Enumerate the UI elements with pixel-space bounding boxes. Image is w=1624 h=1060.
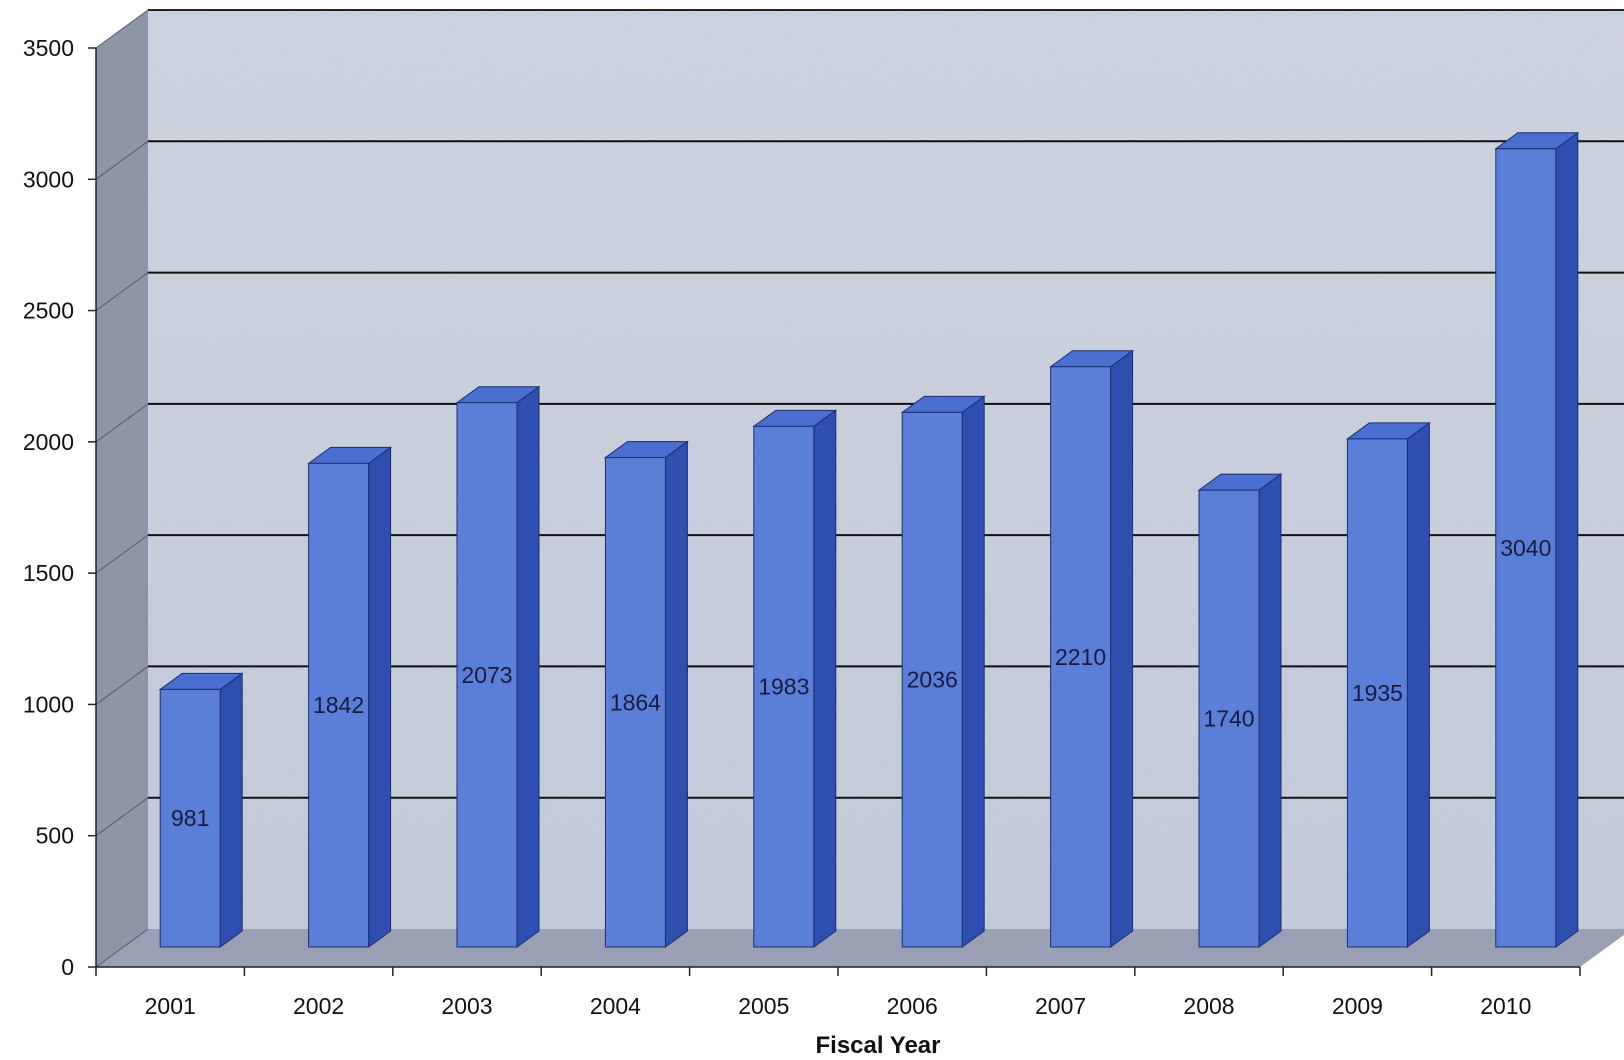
y-tick-label: 2000 bbox=[23, 429, 74, 455]
x-tick-label: 2005 bbox=[738, 993, 789, 1019]
bar-side bbox=[219, 672, 243, 948]
bar-side bbox=[516, 385, 540, 948]
x-tick-label: 2001 bbox=[145, 993, 196, 1019]
bar bbox=[1049, 349, 1135, 948]
x-tick-label: 2008 bbox=[1183, 993, 1234, 1019]
bar bbox=[455, 385, 541, 948]
side-gridline bbox=[95, 140, 149, 180]
bar-side bbox=[664, 440, 688, 948]
side-gridline bbox=[95, 797, 149, 837]
data-label: 1842 bbox=[313, 692, 364, 718]
bar-front bbox=[456, 402, 518, 948]
side-gridline bbox=[95, 534, 149, 574]
x-tick-label: 2003 bbox=[441, 993, 492, 1019]
y-tick-label: 1000 bbox=[23, 691, 74, 717]
y-axis-ticks: 0 500 1000 1500 2000 2500 3000 3500 bbox=[23, 35, 96, 980]
bar-side bbox=[1406, 421, 1430, 948]
y-tick-label: 1500 bbox=[23, 560, 74, 586]
data-label: 2210 bbox=[1055, 644, 1106, 670]
bar bbox=[900, 395, 986, 948]
bar-side bbox=[813, 409, 837, 948]
bar-side bbox=[368, 446, 392, 948]
bar-front bbox=[901, 411, 963, 948]
x-tick-label: 2006 bbox=[887, 993, 938, 1019]
x-tick-label: 2002 bbox=[293, 993, 344, 1019]
bar-front bbox=[1495, 148, 1557, 948]
side-gridline bbox=[95, 272, 149, 311]
bar bbox=[603, 440, 689, 948]
side-gridline bbox=[95, 666, 149, 705]
bar-side bbox=[1110, 349, 1134, 948]
x-tick-label: 2004 bbox=[590, 993, 641, 1019]
data-label: 1864 bbox=[610, 689, 661, 715]
y-tick-label: 0 bbox=[61, 954, 74, 980]
side-gridline bbox=[95, 928, 149, 968]
side-gridline bbox=[95, 9, 149, 49]
y-tick-label: 500 bbox=[36, 823, 74, 849]
bar-front bbox=[159, 688, 221, 948]
bar-side bbox=[1555, 131, 1579, 948]
data-labels: 981 1842 2073 1864 1983 2036 2210 1740 1935 3040 bbox=[171, 535, 1551, 831]
bar-front bbox=[308, 462, 370, 948]
side-wall bbox=[96, 10, 148, 967]
bar bbox=[752, 409, 838, 948]
bar-front bbox=[753, 425, 815, 948]
bar bbox=[1197, 473, 1283, 948]
bar bbox=[158, 672, 244, 948]
side-gridline bbox=[95, 403, 149, 443]
data-label: 1983 bbox=[758, 674, 809, 700]
x-axis-title: Fiscal Year bbox=[816, 1032, 941, 1059]
bar-front bbox=[604, 457, 666, 948]
data-label: 2036 bbox=[907, 667, 958, 693]
x-tick-label: 2010 bbox=[1480, 993, 1531, 1019]
bar-front bbox=[1198, 489, 1260, 948]
bars bbox=[158, 131, 1580, 948]
bar bbox=[307, 446, 393, 948]
bar-front bbox=[1050, 366, 1112, 948]
data-label: 1935 bbox=[1352, 680, 1403, 706]
x-tick-label: 2007 bbox=[1035, 993, 1086, 1019]
bar-side bbox=[1258, 473, 1282, 948]
data-label: 1740 bbox=[1203, 706, 1254, 732]
x-tick-label: 2009 bbox=[1332, 993, 1383, 1019]
bar-front bbox=[1346, 438, 1408, 948]
data-label: 981 bbox=[171, 805, 209, 831]
y-tick-label: 2500 bbox=[23, 298, 74, 324]
bar bbox=[1345, 421, 1431, 948]
data-label: 3040 bbox=[1500, 535, 1551, 561]
data-label: 2073 bbox=[461, 662, 512, 688]
y-tick-label: 3000 bbox=[23, 166, 74, 192]
bar bbox=[1494, 131, 1580, 948]
y-tick-label: 3500 bbox=[23, 35, 74, 61]
bar-side bbox=[961, 395, 985, 948]
x-axis-ticks: 2001 2002 2003 2004 2005 2006 2007 2008 2009 2010 bbox=[95, 967, 1581, 1019]
